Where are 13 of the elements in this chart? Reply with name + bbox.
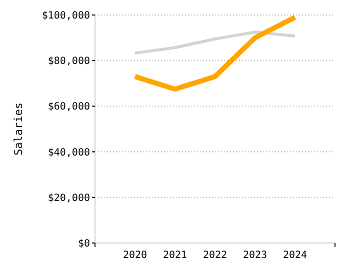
x-tick-label: 2024	[282, 250, 308, 261]
y-tick-label: $0	[78, 238, 90, 250]
y-tick-label: $100,000	[42, 10, 90, 22]
x-tick-label: 2022	[202, 250, 228, 261]
y-tick-label: $80,000	[48, 56, 90, 68]
x-tick-label: 2023	[242, 250, 268, 261]
y-tick-label: $60,000	[48, 102, 90, 113]
x-tick-label: 2021	[162, 250, 188, 261]
x-tick-label: 2020	[122, 250, 148, 261]
y-tick-label: $40,000	[48, 147, 90, 158]
y-tick-label: $20,000	[48, 192, 90, 204]
y-axis-title: Salaries	[12, 102, 25, 156]
line-series	[134, 30, 296, 55]
